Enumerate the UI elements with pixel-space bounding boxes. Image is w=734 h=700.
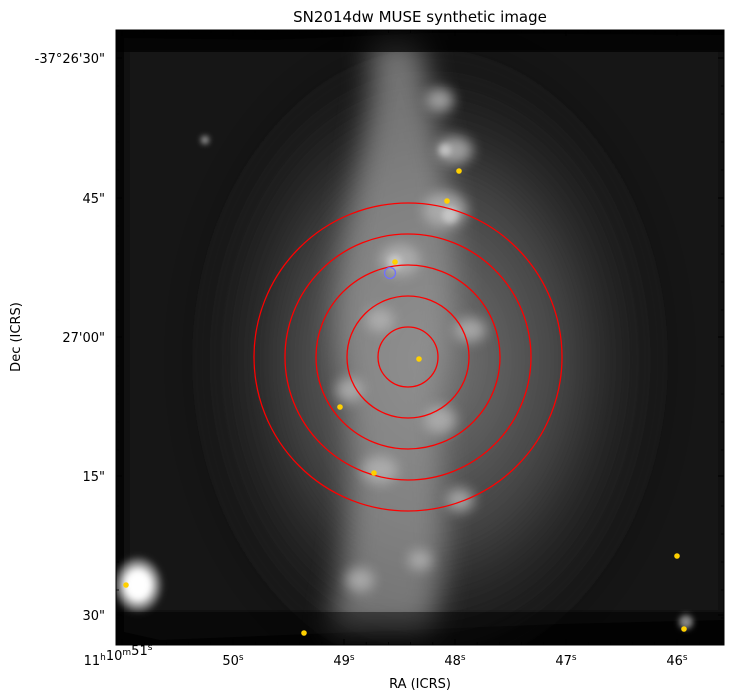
dec-tick-label: -37°26'30" [35, 52, 105, 67]
synthetic-image [116, 30, 724, 645]
dec-tick-label: 15" [82, 470, 105, 485]
dec-tick-label: 30" [82, 609, 105, 624]
source-marker [371, 470, 377, 476]
aperture-ring [346, 295, 470, 419]
ra-tick-label: 46s [666, 653, 688, 669]
aperture-ring [284, 233, 532, 481]
source-marker [392, 259, 398, 265]
x-axis-label: RA (ICRS) [389, 677, 451, 692]
ra-tick-label: 48s [444, 653, 466, 669]
major-ticks [116, 30, 724, 645]
source-marker [674, 553, 680, 559]
source-marker [456, 168, 462, 174]
source-marker [416, 356, 422, 362]
aperture-ring [315, 264, 501, 450]
chart-title: SN2014dw MUSE synthetic image [293, 8, 547, 26]
aperture-ring [377, 326, 439, 388]
source-marker [123, 582, 129, 588]
ra-tick-label: 47s [555, 653, 577, 669]
dec-tick-label: 27'00" [62, 331, 105, 346]
source-marker [444, 198, 450, 204]
source-marker [681, 626, 687, 632]
supernova-marker [383, 266, 397, 280]
aperture-ring [253, 202, 563, 512]
aperture-rings [253, 202, 563, 512]
source-marker [301, 630, 307, 636]
ra-tick-label: 11h10m51s [84, 643, 153, 669]
ra-tick-label: 49s [333, 653, 355, 669]
dec-tick-label: 45" [82, 192, 105, 207]
source-marker [337, 404, 343, 410]
y-axis-label: Dec (ICRS) [9, 302, 24, 372]
minor-ticks [116, 30, 724, 645]
source-markers [123, 168, 687, 636]
ra-tick-label: 50s [222, 653, 244, 669]
